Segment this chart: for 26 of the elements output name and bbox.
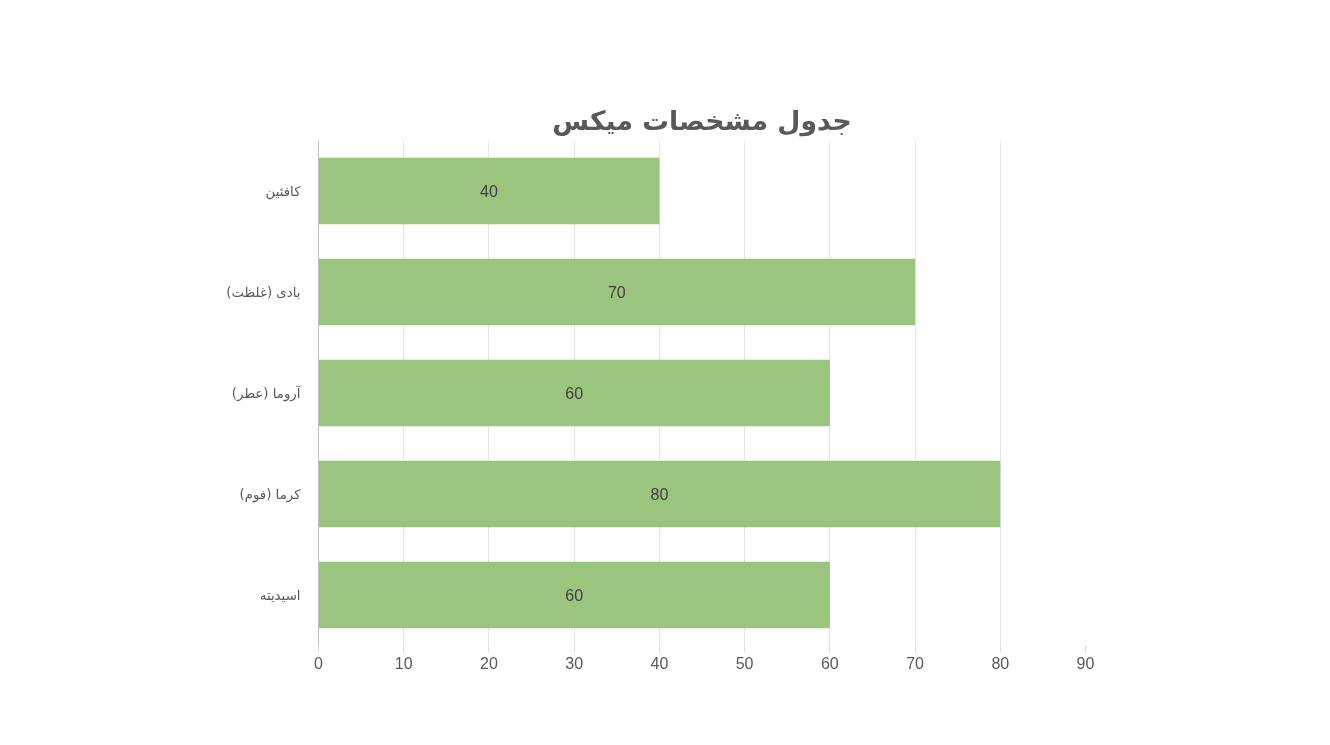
bar	[318, 359, 830, 427]
y-tick-label: کرما (فوم)	[239, 486, 302, 503]
data-label: 60	[565, 587, 584, 604]
data-label: 60	[565, 385, 584, 402]
y-tick-label: آروما (عطر)	[231, 384, 302, 402]
x-tick-label: 60	[820, 654, 839, 672]
y-tick-label: اسیدیته	[259, 587, 301, 603]
x-tick-label: 10	[394, 654, 413, 672]
x-tick-label: 20	[480, 654, 498, 672]
x-tick-label: 30	[565, 654, 584, 672]
data-label: 80	[650, 486, 669, 503]
bar	[318, 157, 660, 225]
x-tick-label: 40	[650, 654, 669, 672]
chart-title: جدول مشخصات میکس	[552, 104, 852, 137]
bar	[318, 561, 830, 629]
x-tick-label: 70	[906, 654, 925, 672]
x-tick-label: 0	[314, 654, 324, 672]
x-tick-label: 90	[1076, 654, 1095, 672]
x-tick-label: 80	[991, 654, 1010, 672]
data-label: 40	[480, 183, 498, 200]
data-label: 70	[607, 284, 626, 301]
y-tick-label: کافئین	[265, 183, 302, 200]
y-tick-label: بادی (غلظت)	[226, 284, 301, 300]
x-tick-label: 50	[735, 654, 754, 672]
bar	[318, 460, 1001, 528]
bar	[318, 258, 916, 326]
